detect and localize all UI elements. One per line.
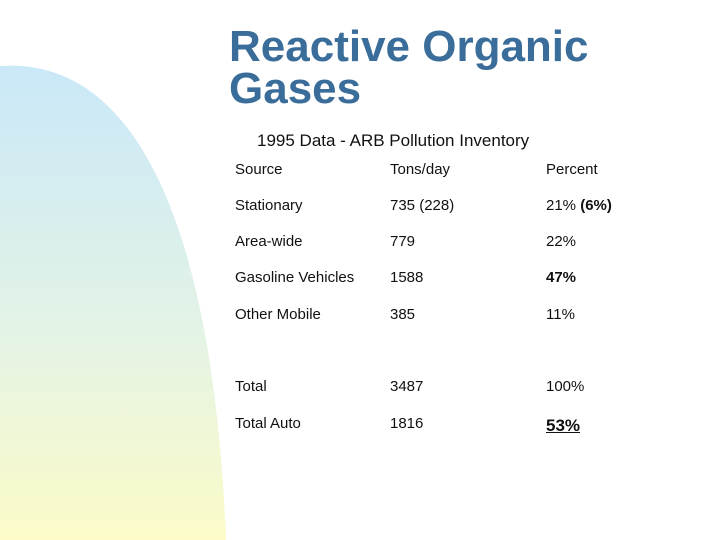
slide-title: Reactive Organic Gases bbox=[229, 22, 589, 113]
cell-source: Area-wide bbox=[235, 233, 303, 250]
cell-percent: 22% bbox=[546, 233, 577, 250]
cell-percent-value: 21% bbox=[546, 197, 581, 214]
cell-tons: 3487 bbox=[390, 378, 424, 395]
cell-tons: 779 bbox=[390, 233, 416, 250]
slide-title-line2: Gases bbox=[229, 64, 362, 113]
cell-percent-highlight: 53% bbox=[546, 416, 581, 435]
cell-percent-extra: (6%) bbox=[580, 197, 612, 214]
cell-tons: 1816 bbox=[390, 415, 424, 432]
cell-tons: 385 bbox=[390, 306, 416, 323]
cell-tons: 735 (228) bbox=[390, 197, 455, 214]
cell-source: Other Mobile bbox=[235, 306, 321, 323]
cell-source: Total bbox=[235, 378, 267, 395]
header-source: Source bbox=[235, 161, 283, 178]
cell-source: Stationary bbox=[235, 197, 303, 214]
cell-tons: 1588 bbox=[390, 269, 424, 286]
cell-percent: 47% bbox=[546, 269, 577, 286]
table-subtitle: 1995 Data - ARB Pollution Inventory bbox=[257, 131, 530, 150]
slide-title-line1: Reactive Organic bbox=[229, 22, 589, 71]
cell-percent: 100% bbox=[546, 378, 585, 395]
header-percent: Percent bbox=[546, 161, 598, 178]
cell-source: Total Auto bbox=[235, 415, 301, 432]
header-tons: Tons/day bbox=[390, 161, 451, 178]
cell-source: Gasoline Vehicles bbox=[235, 269, 355, 286]
cell-percent: 11% bbox=[546, 306, 575, 323]
cell-percent: 21% (6%) bbox=[546, 196, 612, 216]
